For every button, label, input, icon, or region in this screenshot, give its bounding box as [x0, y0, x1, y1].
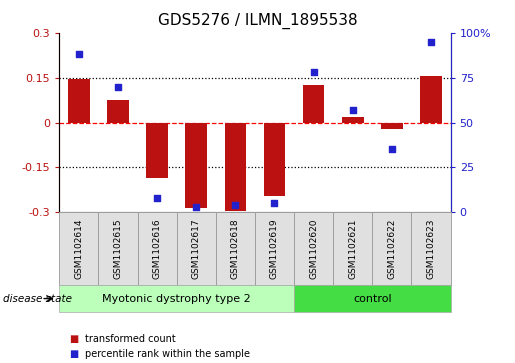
Text: transformed count: transformed count: [85, 334, 176, 344]
Text: GSM1102623: GSM1102623: [426, 219, 436, 279]
Point: [388, 147, 396, 152]
Text: Myotonic dystrophy type 2: Myotonic dystrophy type 2: [102, 294, 251, 303]
Point: [427, 39, 435, 45]
Point: [153, 195, 161, 201]
Text: GDS5276 / ILMN_1895538: GDS5276 / ILMN_1895538: [158, 13, 357, 29]
Text: control: control: [353, 294, 392, 303]
Bar: [68, 79, 90, 123]
Bar: [342, 117, 364, 123]
Text: ■: ■: [70, 349, 79, 359]
Text: GSM1102614: GSM1102614: [74, 219, 83, 279]
Bar: [381, 123, 403, 129]
Text: GSM1102620: GSM1102620: [309, 219, 318, 279]
Bar: [303, 85, 324, 123]
Text: disease state: disease state: [3, 294, 72, 303]
Bar: [264, 123, 285, 196]
Point: [310, 69, 318, 75]
Point: [349, 107, 357, 113]
Text: GSM1102619: GSM1102619: [270, 218, 279, 279]
Text: GSM1102621: GSM1102621: [348, 219, 357, 279]
Text: GSM1102615: GSM1102615: [113, 218, 123, 279]
Text: GSM1102616: GSM1102616: [152, 218, 162, 279]
Text: GSM1102622: GSM1102622: [387, 219, 397, 279]
Text: ■: ■: [70, 334, 79, 344]
Point: [114, 84, 122, 90]
Text: GSM1102617: GSM1102617: [192, 218, 201, 279]
Point: [270, 200, 279, 206]
Bar: [146, 123, 168, 178]
Bar: [420, 76, 442, 123]
Point: [231, 202, 239, 208]
Bar: [107, 100, 129, 123]
Bar: [225, 123, 246, 211]
Text: percentile rank within the sample: percentile rank within the sample: [85, 349, 250, 359]
Text: GSM1102618: GSM1102618: [231, 218, 240, 279]
Point: [75, 51, 83, 57]
Point: [192, 204, 200, 210]
Bar: [185, 123, 207, 208]
